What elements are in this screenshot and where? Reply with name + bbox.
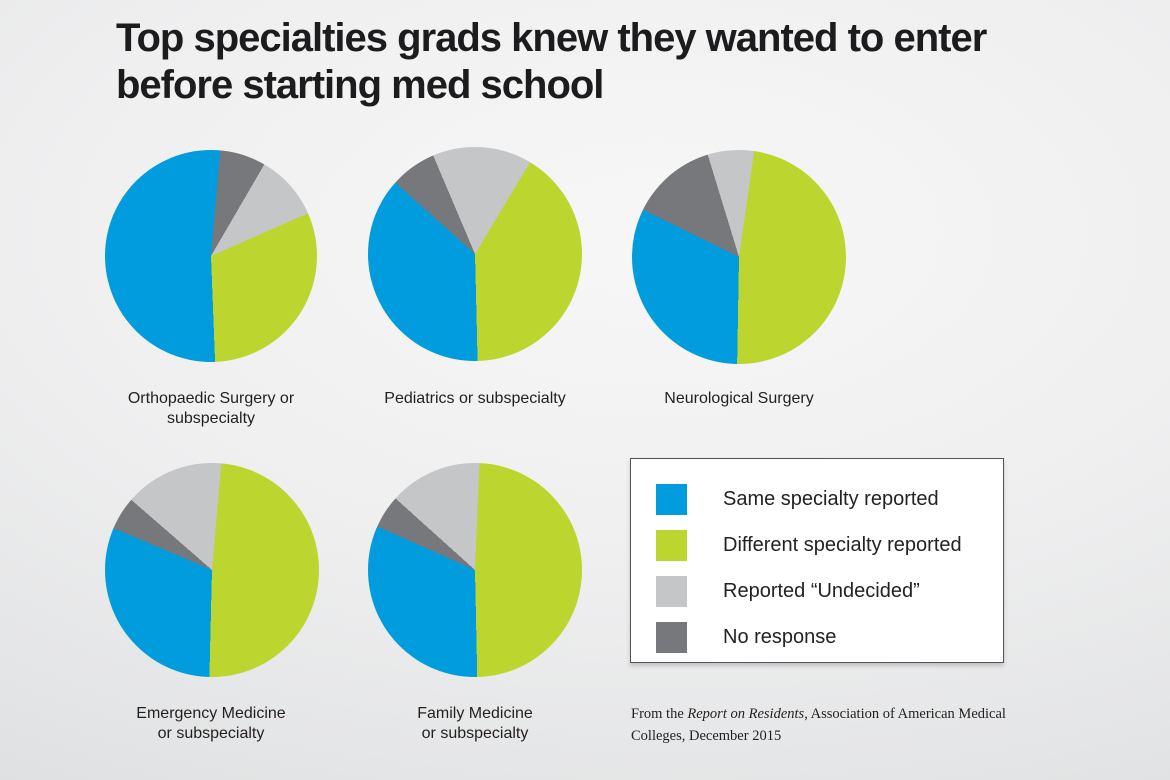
pie-chart-orthopaedic-surgery xyxy=(105,150,317,362)
legend-label-different-specialty: Different specialty reported xyxy=(723,533,962,556)
chart-title-line-1: Top specialties grads knew they wanted t… xyxy=(116,16,987,60)
source-report-name: Report on Residents xyxy=(687,706,805,722)
pie-label-line: Family Medicine xyxy=(417,705,533,722)
pie-chart-family-medicine xyxy=(368,463,582,677)
legend-swatch-no-response xyxy=(656,621,687,653)
source-prefix: From the xyxy=(631,706,688,722)
source-suffix: , Association of American Medical Colleg… xyxy=(631,706,1006,744)
legend-item-undecided: Reported “Undecided” xyxy=(656,568,1003,614)
legend-label-same-specialty: Same specialty reported xyxy=(723,487,939,510)
pie-label-line: Emergency Medicine xyxy=(136,705,286,722)
pie-chart-neurological-surgery xyxy=(632,150,846,364)
pie-label-line: Pediatrics or subspecialty xyxy=(384,390,566,407)
legend-swatch-different-specialty xyxy=(656,529,687,561)
pie-label-line: subspecialty xyxy=(166,410,256,427)
legend-item-no-response: No response xyxy=(656,614,1003,660)
pie-label-line: Neurological Surgery xyxy=(664,390,814,407)
legend-label-no-response: No response xyxy=(723,625,837,648)
pie-label-emergency-medicine: Emergency Medicine or subspecialty xyxy=(66,704,356,744)
source-citation: From the Report on Residents, Associatio… xyxy=(631,703,1063,747)
pie-label-orthopaedic-surgery: Orthopaedic Surgery or subspecialty xyxy=(66,389,356,429)
legend-label-undecided: Reported “Undecided” xyxy=(723,579,920,602)
pie-label-line: Orthopaedic Surgery or xyxy=(127,390,295,407)
legend-item-different-specialty: Different specialty reported xyxy=(656,522,1003,568)
chart-title: Top specialties grads knew they wanted t… xyxy=(116,15,1096,109)
pie-label-line: or subspecialty xyxy=(157,725,265,742)
pie-label-neurological-surgery: Neurological Surgery xyxy=(594,389,884,409)
legend-item-same-specialty: Same specialty reported xyxy=(656,476,1003,522)
chart-title-line-2: before starting med school xyxy=(116,63,604,107)
legend-swatch-same-specialty xyxy=(656,483,687,515)
pie-label-family-medicine: Family Medicine or subspecialty xyxy=(330,704,620,744)
pie-label-pediatrics: Pediatrics or subspecialty xyxy=(330,389,620,409)
legend-swatch-undecided xyxy=(656,575,687,607)
pie-chart-emergency-medicine xyxy=(105,463,319,677)
pie-chart-pediatrics xyxy=(368,147,582,361)
legend: Same specialty reported Different specia… xyxy=(630,458,1004,663)
pie-label-line: or subspecialty xyxy=(421,725,529,742)
